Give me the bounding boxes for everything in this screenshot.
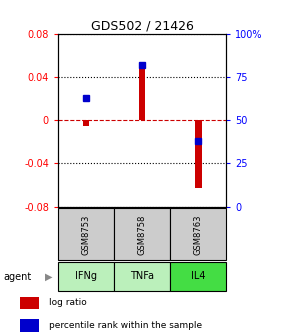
Bar: [20, 297, 39, 309]
Bar: [195, 120, 202, 188]
Bar: [58, 208, 114, 260]
Text: TNFa: TNFa: [130, 271, 154, 281]
Bar: [170, 262, 226, 291]
Text: percentile rank within the sample: percentile rank within the sample: [49, 321, 202, 330]
Text: IFNg: IFNg: [75, 271, 97, 281]
Text: log ratio: log ratio: [49, 298, 87, 307]
Bar: [83, 120, 89, 126]
Text: GSM8758: GSM8758: [137, 214, 147, 255]
Text: ▶: ▶: [45, 272, 52, 282]
Bar: [20, 320, 39, 332]
Bar: [58, 262, 114, 291]
Bar: [170, 208, 226, 260]
Text: IL4: IL4: [191, 271, 205, 281]
Bar: [114, 208, 170, 260]
Text: GSM8753: GSM8753: [81, 214, 90, 255]
Text: agent: agent: [3, 272, 31, 282]
Title: GDS502 / 21426: GDS502 / 21426: [91, 19, 193, 33]
Bar: [114, 262, 170, 291]
Bar: [139, 68, 146, 120]
Text: GSM8763: GSM8763: [194, 214, 203, 255]
